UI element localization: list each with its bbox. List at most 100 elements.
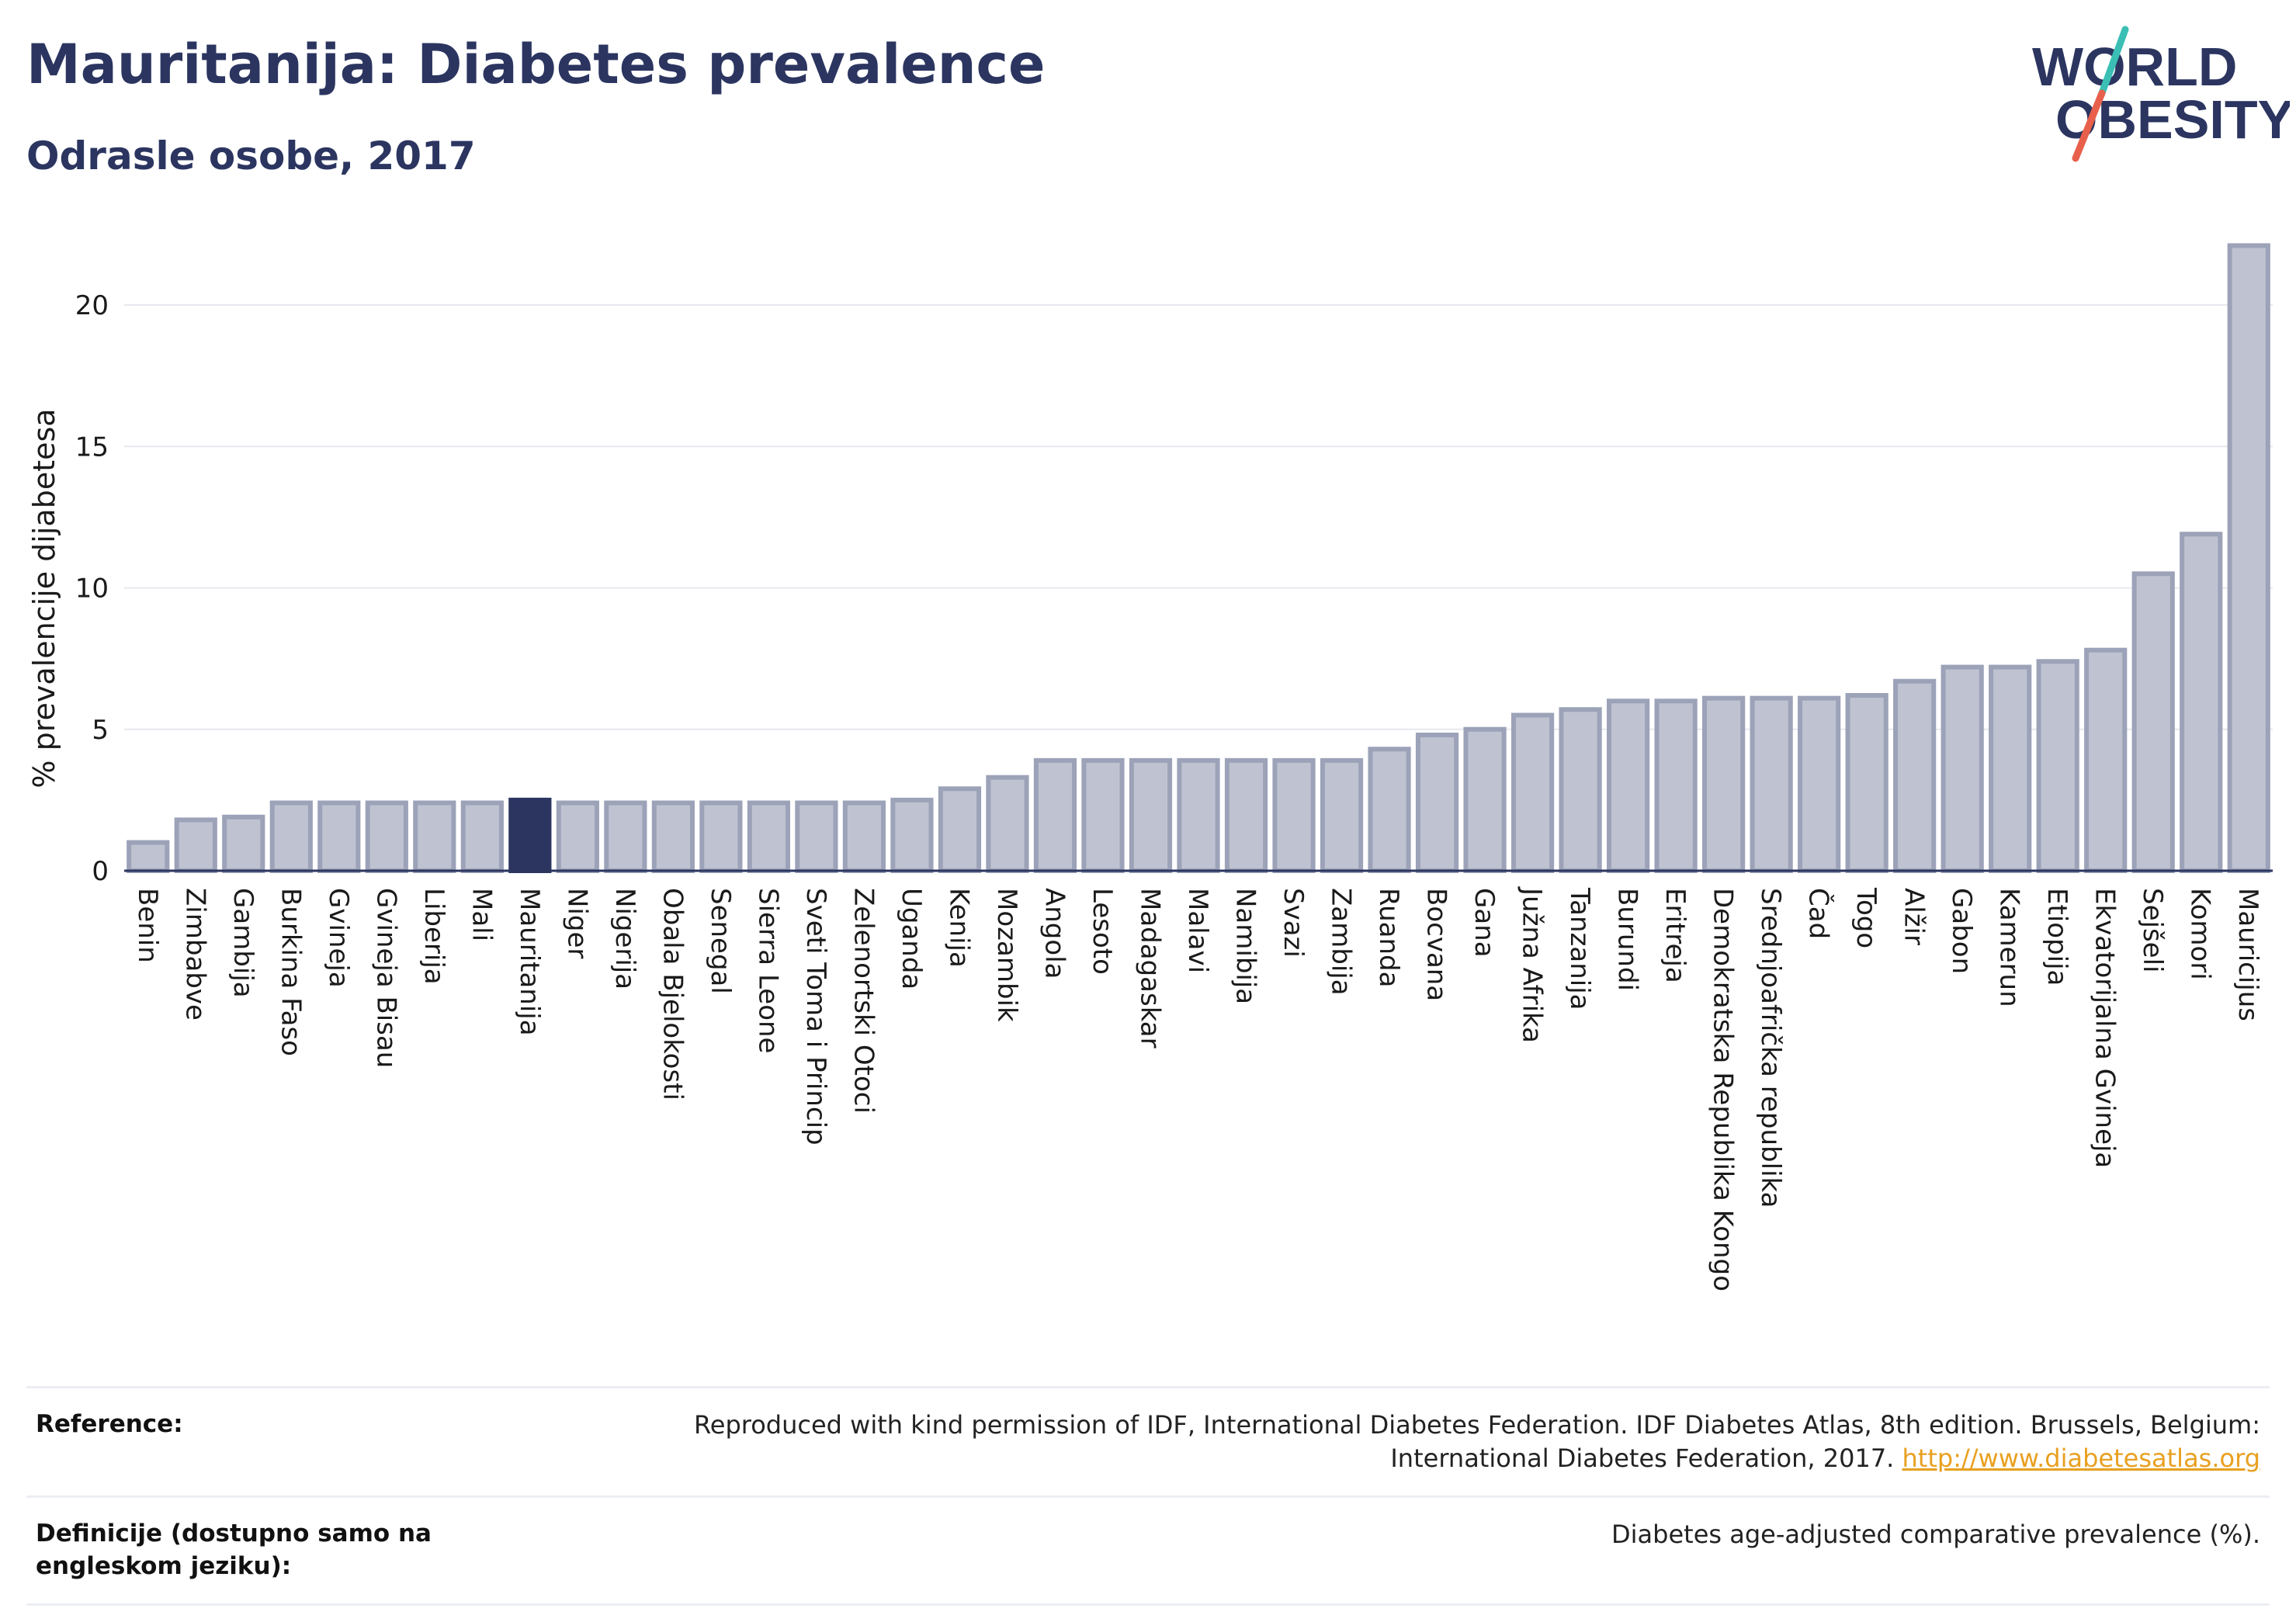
x-tick-label: Nigerija bbox=[609, 888, 640, 989]
bar bbox=[1033, 757, 1077, 873]
x-tick-label: Svazi bbox=[1278, 888, 1309, 958]
bar bbox=[2084, 647, 2128, 873]
bar bbox=[556, 800, 599, 874]
y-tick-label: 10 bbox=[75, 574, 109, 605]
x-tick-label: Angola bbox=[1039, 888, 1070, 979]
bar bbox=[795, 800, 838, 874]
reference-key: Reference: bbox=[36, 1410, 183, 1438]
x-tick-label: Mauritanija bbox=[514, 888, 545, 1036]
x-tick-label: Burkina Faso bbox=[275, 888, 306, 1056]
bar bbox=[986, 775, 1029, 874]
bar bbox=[1941, 664, 1984, 873]
definition-row: Definicije (dostupno samo na engleskom j… bbox=[26, 1496, 2270, 1605]
x-tick-label: Gana bbox=[1469, 888, 1500, 958]
bar bbox=[317, 800, 361, 874]
bar bbox=[269, 800, 313, 874]
bar bbox=[365, 800, 408, 874]
bar-chart: 0 5 10 15 20 % prevalencije dijabetesa Benin Zi… bbox=[27, 243, 2273, 1291]
x-tick-label: Obala Bjelokosti bbox=[657, 888, 688, 1100]
x-tick-label: Zambija bbox=[1326, 888, 1357, 996]
x-tick-label: Sierra Leone bbox=[752, 888, 783, 1053]
reference-table: Reference: Reproduced with kind permissi… bbox=[26, 1386, 2270, 1606]
world-obesity-logo: WORLD OBESITY bbox=[2032, 26, 2290, 162]
bar bbox=[1463, 726, 1507, 873]
x-tick-label: Namibija bbox=[1230, 888, 1261, 1004]
x-tick-label: Gabon bbox=[1946, 888, 1977, 974]
bar bbox=[1081, 757, 1125, 873]
x-tick-label: Južna Afrika bbox=[1517, 886, 1548, 1043]
bar bbox=[1606, 698, 1650, 873]
bar bbox=[174, 817, 217, 874]
x-tick-label: Mali bbox=[466, 888, 497, 941]
x-tick-label: Mauricijus bbox=[2232, 888, 2263, 1021]
x-tick-label: Malavi bbox=[1182, 888, 1213, 973]
x-tick-label: Burundi bbox=[1612, 888, 1643, 991]
bar bbox=[604, 800, 647, 874]
x-tick-label: Togo bbox=[1850, 887, 1882, 948]
bar bbox=[1224, 757, 1268, 873]
bar bbox=[127, 840, 170, 874]
x-tick-label: Gambija bbox=[227, 888, 258, 998]
x-tick-label: Kenija bbox=[943, 888, 974, 968]
x-tick-label: Bocvana bbox=[1421, 888, 1452, 1001]
bar bbox=[1559, 707, 1602, 873]
logo-word-world: WORLD bbox=[2032, 36, 2237, 97]
definition-key: Definicije (dostupno samo na engleskom j… bbox=[36, 1520, 432, 1581]
bar bbox=[1845, 693, 1888, 874]
x-tick-label: Eritreja bbox=[1660, 888, 1691, 983]
reference-text: Reproduced with kind permission of IDF, … bbox=[693, 1410, 2260, 1474]
bar bbox=[2227, 243, 2270, 873]
diabetes-atlas-link[interactable]: http://www.diabetesatlas.org bbox=[1902, 1444, 2260, 1474]
y-axis-label: % prevalencije dijabetesa bbox=[27, 408, 61, 788]
bar bbox=[938, 786, 982, 873]
bar bbox=[1129, 757, 1173, 873]
bar bbox=[651, 800, 695, 874]
bar bbox=[1893, 678, 1937, 873]
y-tick-label: 15 bbox=[75, 431, 109, 463]
bar bbox=[1510, 712, 1555, 874]
x-tick-label: Madagaskar bbox=[1134, 888, 1165, 1048]
bar bbox=[413, 800, 456, 874]
x-tick-label: Demokratska Republika Kongo bbox=[1708, 888, 1739, 1291]
bar bbox=[1798, 695, 1841, 874]
chart-subtitle: Odrasle osobe, 2017 bbox=[26, 133, 476, 178]
x-tick-label: Benin bbox=[132, 888, 163, 963]
x-tick-label: Liberija bbox=[418, 888, 449, 985]
x-tick-label: Uganda bbox=[896, 888, 927, 989]
y-tick-label: 20 bbox=[75, 290, 109, 321]
x-tick-label: Kamerun bbox=[1994, 888, 2025, 1007]
definition-value: Diabetes age-adjusted comparative preval… bbox=[1611, 1520, 2260, 1550]
bar bbox=[2036, 659, 2079, 874]
x-tick-label: Etiopija bbox=[2041, 888, 2072, 986]
bar bbox=[2131, 571, 2175, 874]
x-tick-label: Senegal bbox=[705, 888, 736, 994]
bar bbox=[1272, 757, 1316, 873]
x-tick-label: Niger bbox=[561, 888, 592, 958]
bar bbox=[1320, 757, 1364, 873]
chart-title: Mauritanija: Diabetes prevalence bbox=[26, 33, 1046, 96]
bar bbox=[842, 800, 886, 874]
bar bbox=[1177, 757, 1220, 873]
bar bbox=[1654, 698, 1698, 873]
x-tick-label: Mozambik bbox=[991, 888, 1022, 1022]
bar bbox=[1750, 695, 1793, 874]
bar bbox=[890, 797, 934, 873]
x-tick-label: Ekvatorijalna Gvineja bbox=[2090, 888, 2121, 1168]
x-tick-label: Tanzanija bbox=[1564, 887, 1595, 1010]
reference-value: Reproduced with kind permission of IDF, … bbox=[588, 1388, 2270, 1497]
bar-highlighted bbox=[508, 797, 552, 873]
x-tick-label: Gvineja bbox=[323, 888, 354, 988]
x-tick-label: Gvineja Bisau bbox=[370, 888, 401, 1068]
bar bbox=[1368, 747, 1411, 874]
x-tick-label: Sveti Toma i Princip bbox=[800, 888, 831, 1145]
reference-row: Reference: Reproduced with kind permissi… bbox=[26, 1387, 2270, 1497]
bar bbox=[222, 814, 265, 873]
x-tick-label: Ruanda bbox=[1373, 888, 1404, 987]
y-tick-label: 0 bbox=[92, 856, 109, 887]
logo-slash-red bbox=[2072, 89, 2106, 162]
bar bbox=[1989, 664, 2032, 873]
bar bbox=[699, 800, 743, 874]
logo-slash-teal bbox=[2098, 26, 2129, 97]
x-tick-label: Alžir bbox=[1899, 888, 1930, 945]
bar bbox=[460, 800, 504, 874]
